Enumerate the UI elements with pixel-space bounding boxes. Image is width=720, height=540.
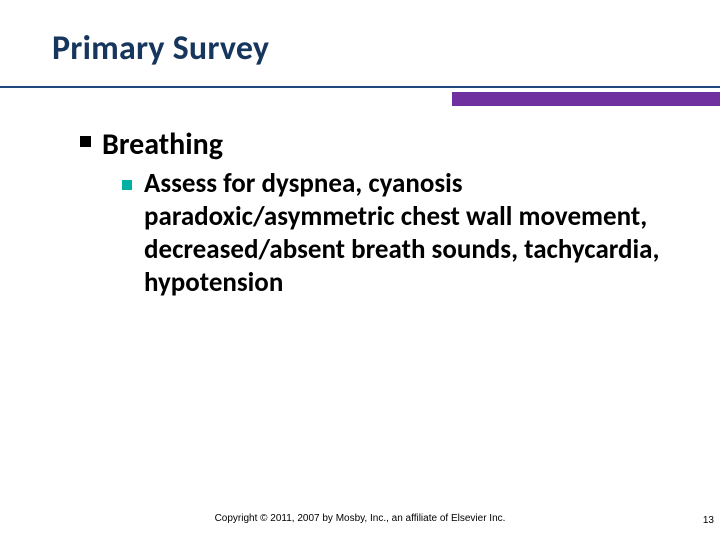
slide-title: Primary Survey	[52, 28, 269, 69]
divider-thin	[0, 86, 720, 88]
divider-thick	[452, 92, 720, 106]
copyright-text: Copyright © 2011, 2007 by Mosby, Inc., a…	[0, 513, 720, 524]
page-number: 13	[703, 515, 714, 526]
square-bullet-icon	[122, 180, 132, 190]
bullet-level2-text: Assess for dyspnea, cyanosis paradoxic/a…	[144, 168, 662, 300]
square-bullet-icon	[80, 136, 91, 147]
slide: Primary Survey Breathing Assess for dysp…	[0, 0, 720, 540]
bullet-level2: Assess for dyspnea, cyanosis paradoxic/a…	[122, 168, 662, 300]
bullet-level1-label: Breathing	[102, 126, 223, 163]
